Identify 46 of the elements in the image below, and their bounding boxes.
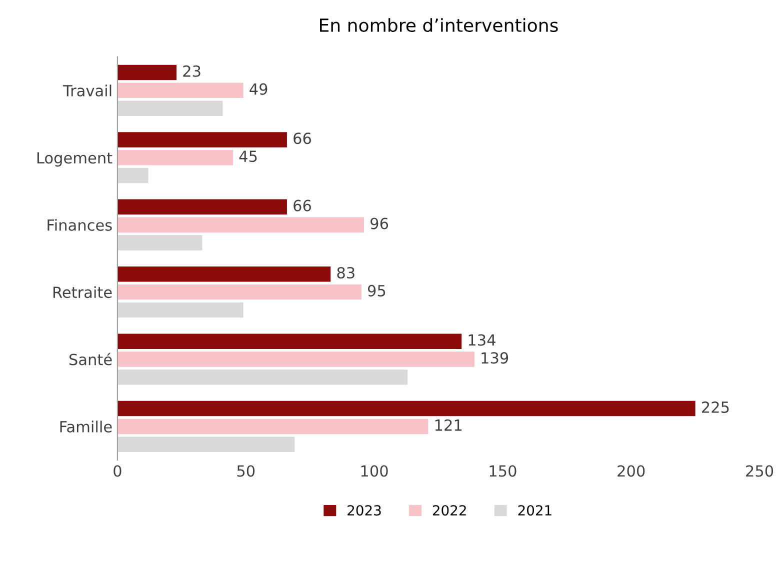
data-label: 66 (294, 132, 311, 144)
bar (117, 168, 148, 184)
data-label: 139 (482, 352, 508, 364)
bar (117, 199, 287, 215)
x-tick-label: 150 (490, 465, 516, 477)
y-tick-label: Travail (62, 84, 112, 96)
data-label: 96 (370, 218, 388, 230)
y-tick-label: Logement (37, 152, 112, 167)
y-tick-label: Retraite (53, 286, 112, 298)
bar (117, 400, 696, 416)
bar (117, 284, 362, 300)
chart-title: En nombre d’interventions (320, 18, 558, 32)
legend-label: 2023 (348, 505, 381, 516)
bar (117, 150, 234, 166)
bar (117, 334, 462, 349)
x-tick-label: 250 (746, 465, 774, 477)
bar (117, 100, 223, 116)
data-label: 121 (435, 419, 462, 431)
x-tick-label: 0 (114, 465, 122, 477)
data-label: 49 (250, 83, 268, 95)
bar (117, 132, 287, 148)
bar (117, 302, 244, 318)
data-label: 45 (239, 150, 257, 162)
y-tick-label: Santé (69, 352, 112, 366)
bar (117, 266, 331, 282)
legend-label: 2022 (432, 505, 466, 516)
data-label: 23 (183, 65, 200, 77)
bar (117, 352, 474, 367)
data-label: 225 (702, 401, 729, 413)
data-label: 95 (368, 284, 386, 296)
bar (117, 436, 295, 452)
bar (117, 64, 177, 80)
bar (117, 235, 202, 250)
x-tick-label: 50 (237, 465, 255, 477)
x-tick-label: 100 (361, 465, 388, 477)
y-tick-label: Finances (48, 219, 112, 231)
bar (117, 370, 408, 385)
data-label: 83 (337, 267, 354, 279)
data-label: 134 (468, 334, 496, 346)
bar (117, 418, 428, 434)
bar (117, 217, 364, 232)
x-tick-label: 200 (618, 465, 645, 477)
y-tick-label: Famille (60, 420, 112, 432)
legend-label: 2021 (518, 505, 552, 516)
data-label: 66 (294, 200, 311, 212)
bar (117, 82, 244, 98)
